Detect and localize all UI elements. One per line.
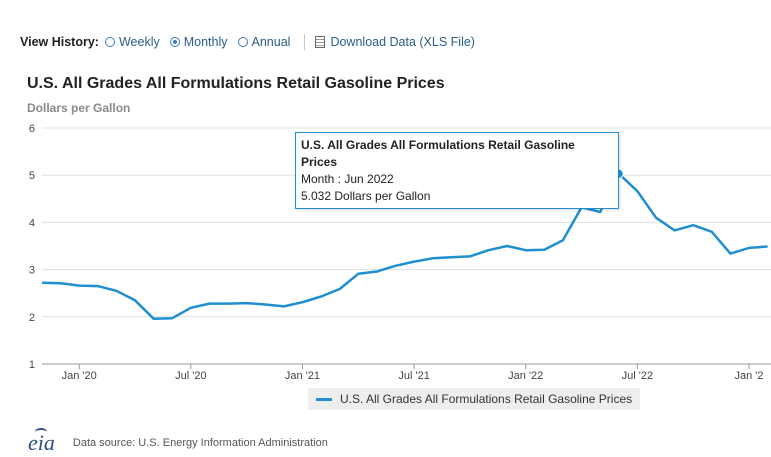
line-chart: 1 2 3 4 5 6 Jan '20 Jul '20 Jan '21 Jul '21 Jan '2…	[29, 123, 771, 382]
radio-annual[interactable]: Annual	[237, 35, 291, 49]
radio-annual-circle[interactable]	[237, 37, 248, 47]
tooltip-month: Month : Jun 2022	[301, 172, 394, 186]
toolbar-separator	[304, 34, 306, 50]
x-tick-label-2: Jan '21	[285, 370, 320, 382]
radio-weekly-circle[interactable]	[104, 37, 115, 47]
radio-monthly-label[interactable]: Monthly	[183, 35, 228, 49]
radio-annual-label[interactable]: Annual	[251, 35, 291, 49]
x-tick-label-6: Jan '2	[734, 370, 763, 382]
x-tick-label-1: Jul '20	[175, 370, 206, 382]
tooltip-title: U.S. All Grades All Formulations Retail …	[301, 138, 575, 169]
y-axis-label: Dollars per Gallon	[27, 101, 131, 115]
document-icon	[315, 36, 326, 48]
y-tick-label-1: 1	[29, 359, 35, 371]
x-tick-label-5: Jul '22	[622, 370, 653, 382]
y-tick-label-2: 2	[29, 312, 35, 324]
view-history-bar: View History: Weekly Monthly Annual Down…	[20, 33, 475, 51]
radio-weekly-label[interactable]: Weekly	[118, 35, 160, 49]
download-data-label[interactable]: Download Data (XLS File)	[330, 35, 475, 49]
radio-weekly[interactable]: Weekly	[104, 35, 160, 49]
x-tick-label-3: Jul '21	[398, 370, 429, 382]
chart-title: U.S. All Grades All Formulations Retail …	[27, 75, 445, 92]
eia-logo: eia	[28, 428, 55, 455]
radio-monthly[interactable]: Monthly	[169, 35, 228, 49]
download-data-link[interactable]: Download Data (XLS File)	[315, 35, 475, 49]
view-history-label: View History:	[20, 35, 99, 49]
footer: eia Data source: U.S. Energy Information…	[28, 428, 328, 455]
series-line-0	[41, 172, 768, 320]
radio-monthly-circle[interactable]	[169, 37, 180, 47]
data-source-text: Data source: U.S. Energy Information Adm…	[72, 437, 328, 449]
chart-legend[interactable]: U.S. All Grades All Formulations Retail …	[308, 388, 641, 410]
tooltip-value: 5.032 Dollars per Gallon	[301, 189, 431, 203]
chart-tooltip: U.S. All Grades All Formulations Retail …	[295, 132, 619, 209]
y-tick-label-5: 5	[29, 170, 35, 182]
y-tick-label-6: 6	[29, 123, 35, 135]
x-tick-label-4: Jan '22	[508, 370, 543, 382]
legend-series-label[interactable]: U.S. All Grades All Formulations Retail …	[340, 392, 633, 406]
y-tick-label-3: 3	[29, 265, 35, 277]
legend-swatch	[316, 397, 332, 401]
y-tick-label-4: 4	[29, 217, 35, 229]
x-tick-label-0: Jan '20	[62, 370, 97, 382]
